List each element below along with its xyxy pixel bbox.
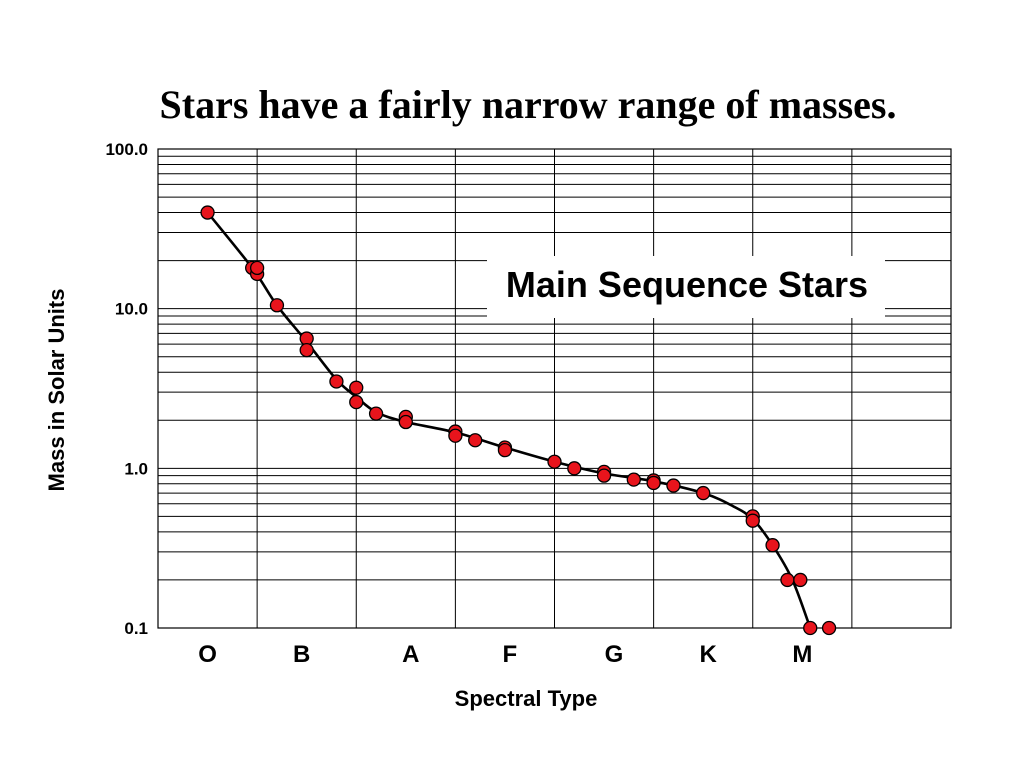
data-point bbox=[497, 442, 513, 458]
data-point bbox=[696, 485, 711, 501]
data-point bbox=[596, 468, 612, 483]
data-point bbox=[821, 620, 837, 636]
x-category-label: A bbox=[402, 641, 419, 668]
data-point bbox=[666, 478, 681, 493]
data-point bbox=[626, 472, 641, 487]
data-point bbox=[567, 461, 582, 476]
y-axis-label: Mass in Solar Units bbox=[44, 289, 69, 492]
x-category-label: G bbox=[605, 641, 624, 668]
plot-area-frame bbox=[157, 148, 952, 629]
data-point bbox=[368, 406, 384, 421]
x-category-label: M bbox=[792, 641, 812, 668]
data-point bbox=[200, 205, 215, 220]
y-tick-label: 100.0 bbox=[105, 140, 148, 159]
x-category-label: O bbox=[198, 641, 217, 668]
data-point bbox=[803, 620, 818, 636]
x-category-label: B bbox=[293, 641, 310, 668]
data-point bbox=[765, 538, 780, 553]
annotation-background bbox=[487, 256, 885, 318]
data-point bbox=[646, 475, 661, 491]
chart-title: Stars have a fairly narrow range of mass… bbox=[160, 82, 897, 127]
gridlines bbox=[158, 149, 951, 629]
data-point bbox=[299, 342, 314, 358]
annotation-box: Main Sequence Stars bbox=[487, 256, 885, 318]
data-point bbox=[547, 454, 562, 469]
data-point bbox=[793, 572, 808, 588]
data-point bbox=[269, 298, 285, 313]
data-point bbox=[349, 380, 364, 395]
data-point bbox=[249, 260, 265, 276]
data-point bbox=[448, 428, 463, 443]
data-point bbox=[745, 513, 760, 528]
y-tick-label: 1.0 bbox=[124, 459, 148, 478]
x-category-label: K bbox=[699, 641, 717, 668]
data-point bbox=[780, 572, 795, 588]
data-point bbox=[329, 374, 344, 389]
annotation-main-sequence: Main Sequence Stars bbox=[506, 264, 868, 305]
x-axis-label: Spectral Type bbox=[455, 686, 598, 711]
y-axis-ticks: 100.0 10.0 1.0 0.1 bbox=[105, 140, 148, 638]
data-points bbox=[200, 205, 837, 636]
y-tick-label: 0.1 bbox=[124, 619, 148, 638]
y-tick-label: 10.0 bbox=[115, 300, 148, 319]
x-category-label: F bbox=[503, 641, 518, 668]
data-point bbox=[349, 394, 364, 410]
data-point bbox=[468, 433, 483, 448]
data-point bbox=[398, 414, 413, 430]
